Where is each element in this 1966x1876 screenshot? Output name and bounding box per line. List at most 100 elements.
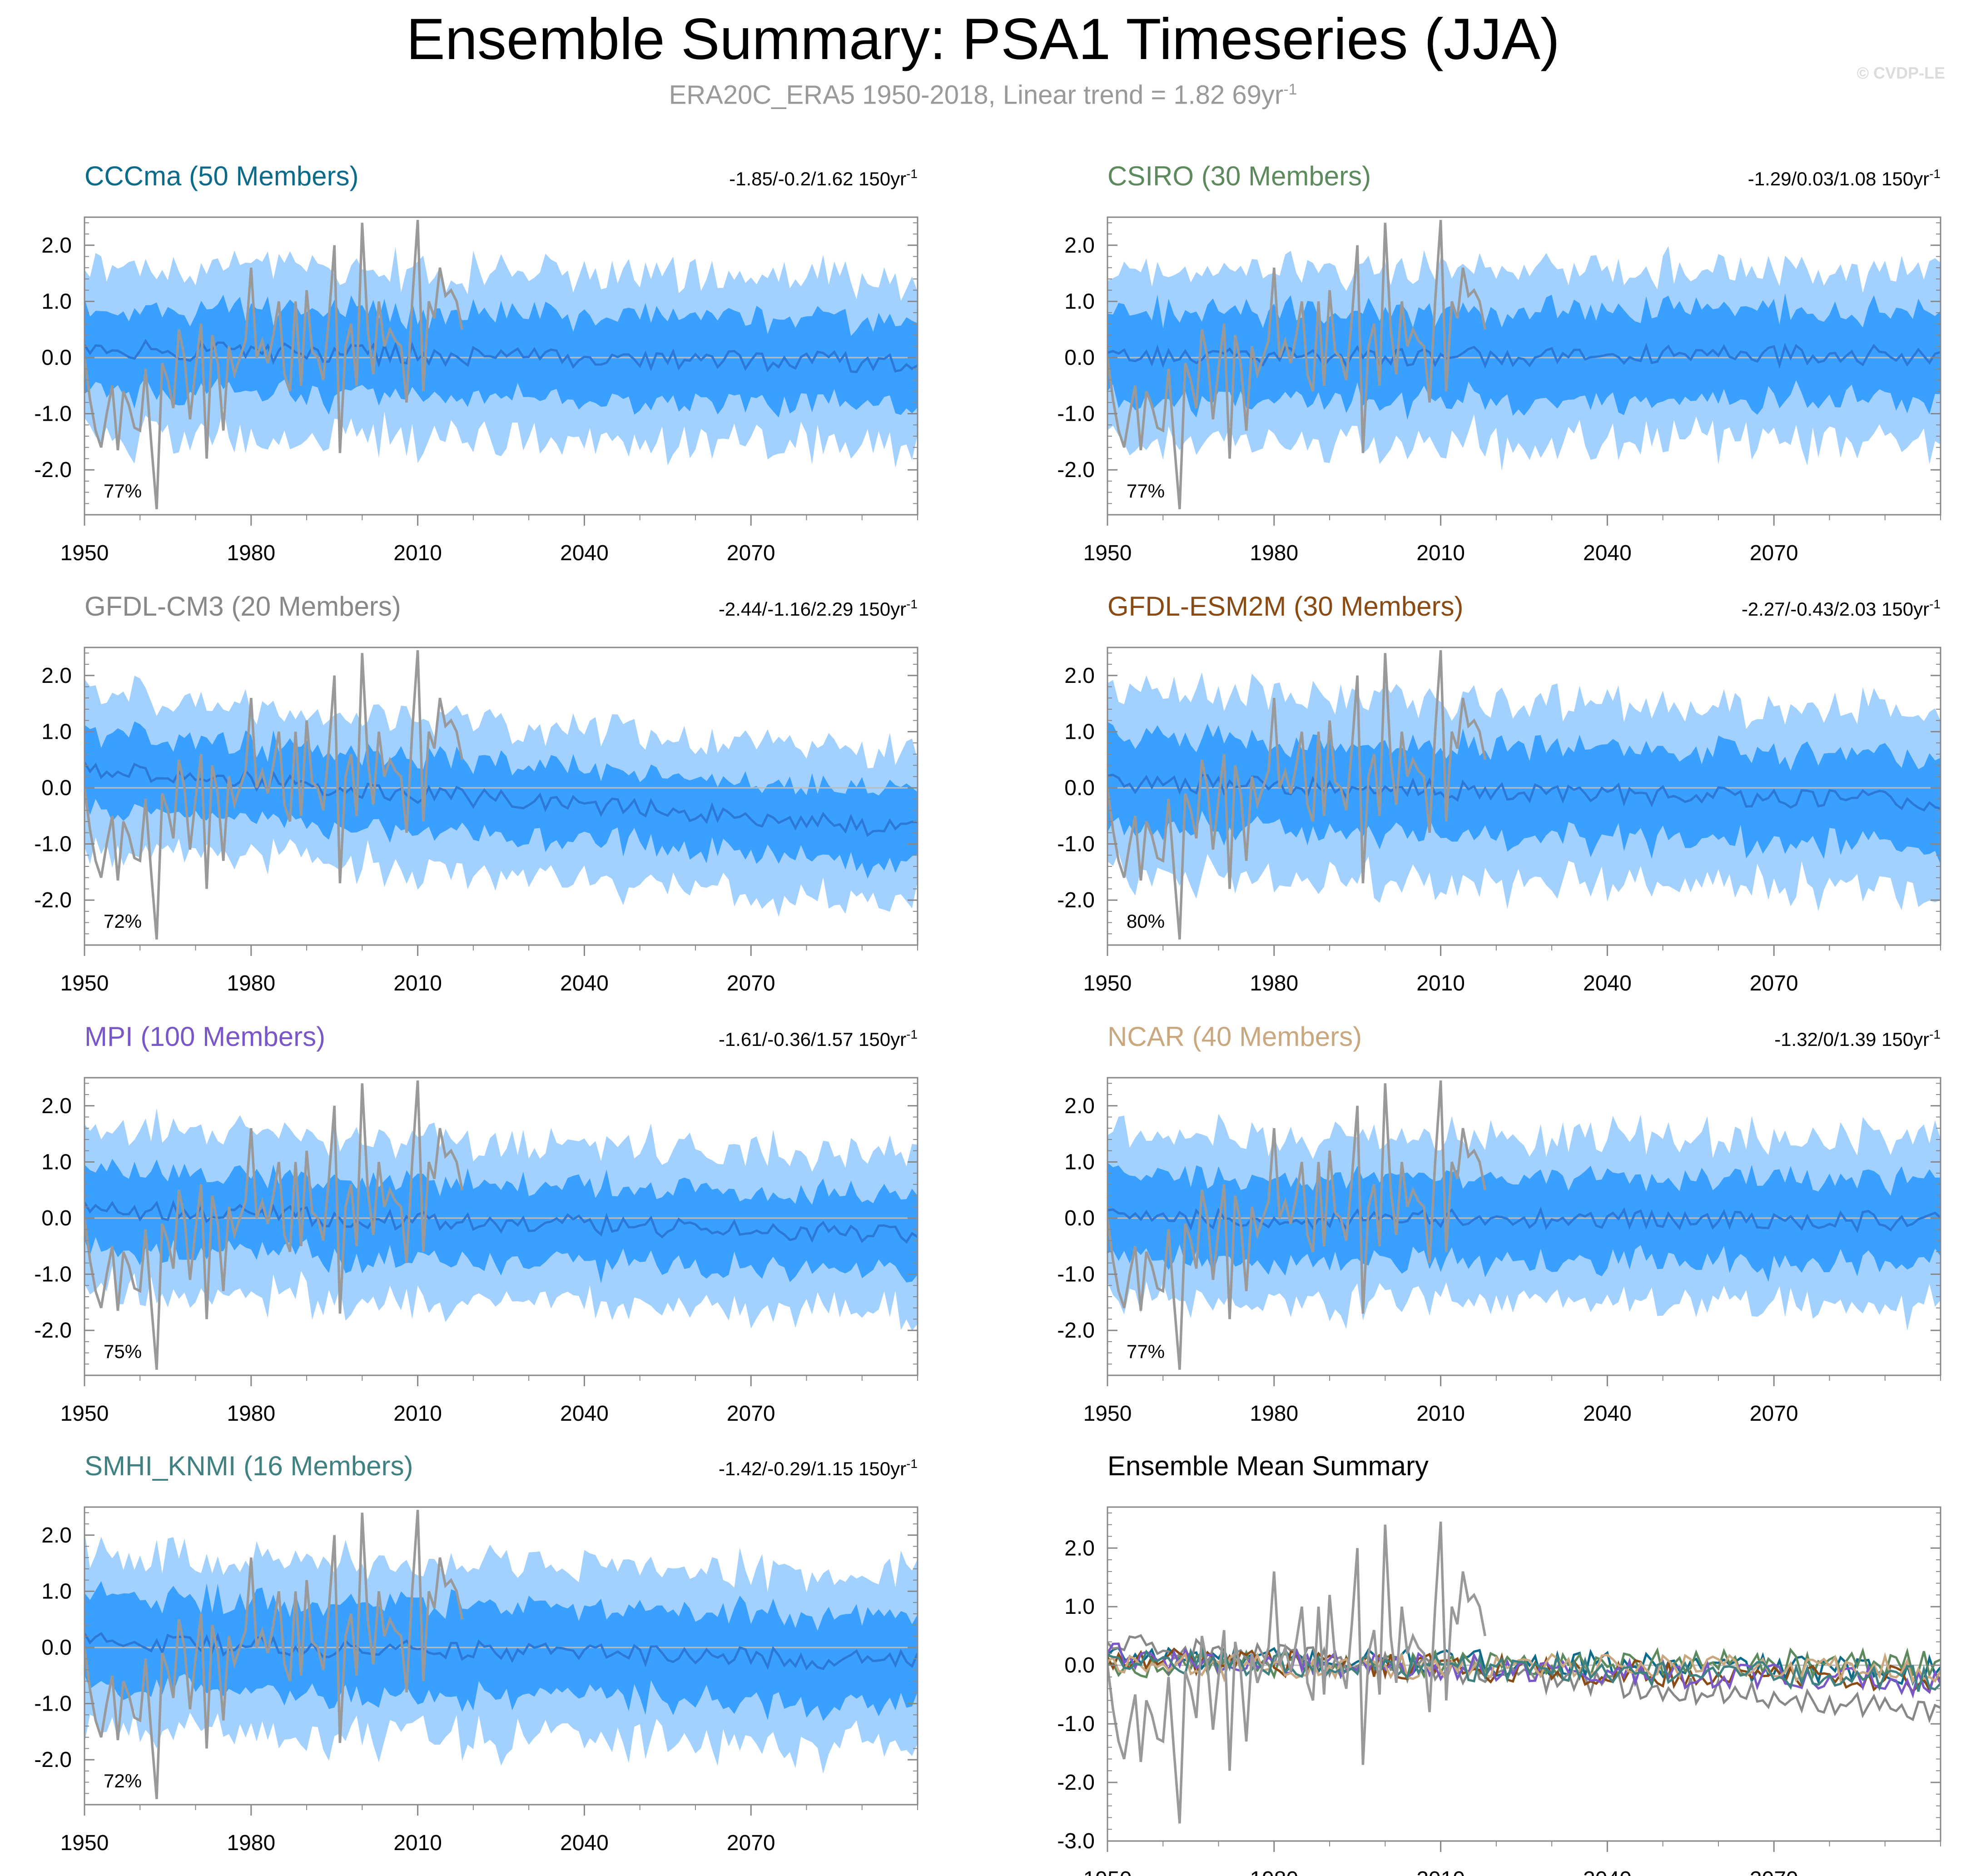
- x-tick-label: 2040: [1583, 971, 1632, 995]
- x-tick-label: 2010: [1416, 971, 1465, 995]
- y-tick-label: -3.0: [1057, 1829, 1095, 1853]
- x-tick-label: 2010: [1416, 1402, 1465, 1426]
- plot-area: [84, 1080, 918, 1370]
- plot-area: [84, 220, 918, 509]
- panel-stats-text: -1.42/-0.29/1.15 150yr: [719, 1458, 906, 1479]
- percent-label: 80%: [1127, 911, 1165, 932]
- plot-area: [1107, 1522, 1941, 1824]
- plot-area: [1107, 650, 1941, 940]
- observations-line: [84, 1510, 464, 1799]
- y-tick-label: -2.0: [34, 458, 72, 482]
- x-tick-label: 2010: [393, 1402, 442, 1426]
- panel-stats-text: -1.85/-0.2/1.62 150yr: [729, 168, 906, 189]
- series-line-gfdl-cm3: [1107, 1634, 1941, 1724]
- y-tick-label: 1.0: [1064, 289, 1095, 313]
- panel-stats-superscript: -1: [906, 167, 918, 181]
- panel-stats: -2.44/-1.16/2.29 150yr-1: [719, 597, 918, 620]
- plot-frame: [1107, 216, 1941, 516]
- x-tick-label: 2070: [727, 971, 775, 995]
- y-tick-label: -1.0: [1057, 1712, 1095, 1736]
- panel-title: CCCma (50 Members): [84, 161, 358, 191]
- x-tick-label: 2010: [393, 1831, 442, 1855]
- x-tick-label: 2070: [727, 1831, 775, 1855]
- x-tick-label: 2040: [560, 1831, 609, 1855]
- panel-cccma-50-members: CCCma (50 Members) -1.85/-0.2/1.62 150yr-…: [34, 161, 918, 565]
- x-tick-label: 2070: [1750, 1867, 1798, 1876]
- panel-title: CSIRO (30 Members): [1107, 161, 1371, 191]
- plot-area: [1107, 220, 1941, 509]
- y-tick-label: 0.0: [41, 1636, 72, 1660]
- x-tick-label: 1950: [60, 1402, 109, 1426]
- x-tick-label: 1950: [60, 971, 109, 995]
- y-tick-label: 2.0: [1064, 1536, 1095, 1560]
- panel-title: GFDL-CM3 (20 Members): [84, 591, 401, 622]
- y-tick-label: -1.0: [1057, 832, 1095, 856]
- figure-title: Ensemble Summary: PSA1 Timeseries (JJA): [406, 7, 1560, 72]
- x-tick-label: 2070: [1750, 541, 1798, 565]
- x-tick-label: 1980: [1250, 1402, 1298, 1426]
- y-tick-label: -1.0: [1057, 402, 1095, 426]
- panel-stats: -1.42/-0.29/1.15 150yr-1: [719, 1457, 918, 1479]
- panel-stats-superscript: -1: [906, 1457, 918, 1471]
- x-tick-label: 1950: [1083, 971, 1132, 995]
- x-tick-label: 2010: [1416, 541, 1465, 565]
- panel-stats-text: -1.29/0.03/1.08 150yr: [1748, 168, 1929, 189]
- panel-stats-text: -1.32/0/1.39 150yr: [1774, 1029, 1929, 1050]
- ensemble-mean-line: [84, 338, 918, 373]
- y-tick-label: 1.0: [41, 720, 72, 744]
- x-tick-label: 2070: [1750, 1402, 1798, 1426]
- y-tick-label: 1.0: [1064, 1595, 1095, 1619]
- observations-line: [84, 650, 464, 940]
- plot-frame: [84, 1077, 918, 1376]
- observations-line: [1107, 650, 1487, 940]
- panel-title: NCAR (40 Members): [1107, 1021, 1362, 1052]
- y-tick-label: -2.0: [1057, 888, 1095, 912]
- percent-label: 75%: [104, 1341, 142, 1362]
- panel-stats: -1.85/-0.2/1.62 150yr-1: [729, 167, 918, 189]
- y-tick-label: 1.0: [1064, 1150, 1095, 1174]
- series-line-smhi-knmi: [1107, 1646, 1941, 1692]
- y-tick-label: 0.0: [1064, 776, 1095, 800]
- observations-line: [84, 220, 464, 509]
- percent-label: 77%: [104, 480, 142, 502]
- ensemble-mean-line: [1107, 1206, 1941, 1234]
- x-tick-label: 1980: [227, 1402, 275, 1426]
- watermark: © CVDP-LE: [1857, 64, 1945, 82]
- y-tick-label: -2.0: [1057, 458, 1095, 482]
- y-tick-label: 1.0: [41, 1150, 72, 1174]
- panel-title: SMHI_KNMI (16 Members): [84, 1451, 413, 1481]
- y-tick-label: 1.0: [41, 1579, 72, 1603]
- observations-line: [1107, 1080, 1487, 1370]
- panel-stats: -1.29/0.03/1.08 150yr-1: [1748, 167, 1941, 189]
- panel-ncar-40-members: NCAR (40 Members) -1.32/0/1.39 150yr-1 2.0…: [1057, 1021, 1941, 1426]
- inner-spread-band: [1107, 293, 1941, 420]
- y-tick-label: -1.0: [1057, 1263, 1095, 1287]
- x-tick-label: 1980: [227, 1831, 275, 1855]
- panel-title: GFDL-ESM2M (30 Members): [1107, 591, 1463, 622]
- figure-subtitle: ERA20C_ERA5 1950-2018, Linear trend = 1.…: [0, 74, 1966, 111]
- x-tick-label: 1950: [60, 1831, 109, 1855]
- panel-smhi-knmi-16-members: SMHI_KNMI (16 Members) -1.42/-0.29/1.15 1…: [34, 1451, 918, 1855]
- y-tick-label: -2.0: [34, 1748, 72, 1772]
- x-tick-label: 2070: [727, 1402, 775, 1426]
- ensemble-mean-line: [84, 1632, 918, 1671]
- x-tick-label: 2010: [1416, 1867, 1465, 1876]
- inner-spread-band: [84, 294, 918, 418]
- x-tick-label: 2040: [560, 541, 609, 565]
- plot-frame: [84, 1506, 918, 1806]
- panel-stats-superscript: -1: [1929, 597, 1941, 611]
- y-tick-label: 2.0: [41, 664, 72, 688]
- observations-line: [1107, 220, 1487, 509]
- panel-title: Ensemble Mean Summary: [1107, 1451, 1429, 1481]
- y-tick-label: -2.0: [34, 1319, 72, 1343]
- y-tick-label: 0.0: [41, 346, 72, 370]
- ensemble-mean-line: [84, 761, 918, 837]
- x-tick-label: 2070: [727, 541, 775, 565]
- y-tick-label: -1.0: [34, 832, 72, 856]
- panel-stats-text: -1.61/-0.36/1.57 150yr: [719, 1029, 906, 1050]
- x-tick-label: 1980: [1250, 541, 1298, 565]
- observations-line: [1107, 1522, 1487, 1824]
- x-tick-label: 2070: [1750, 971, 1798, 995]
- y-tick-label: -2.0: [1057, 1319, 1095, 1343]
